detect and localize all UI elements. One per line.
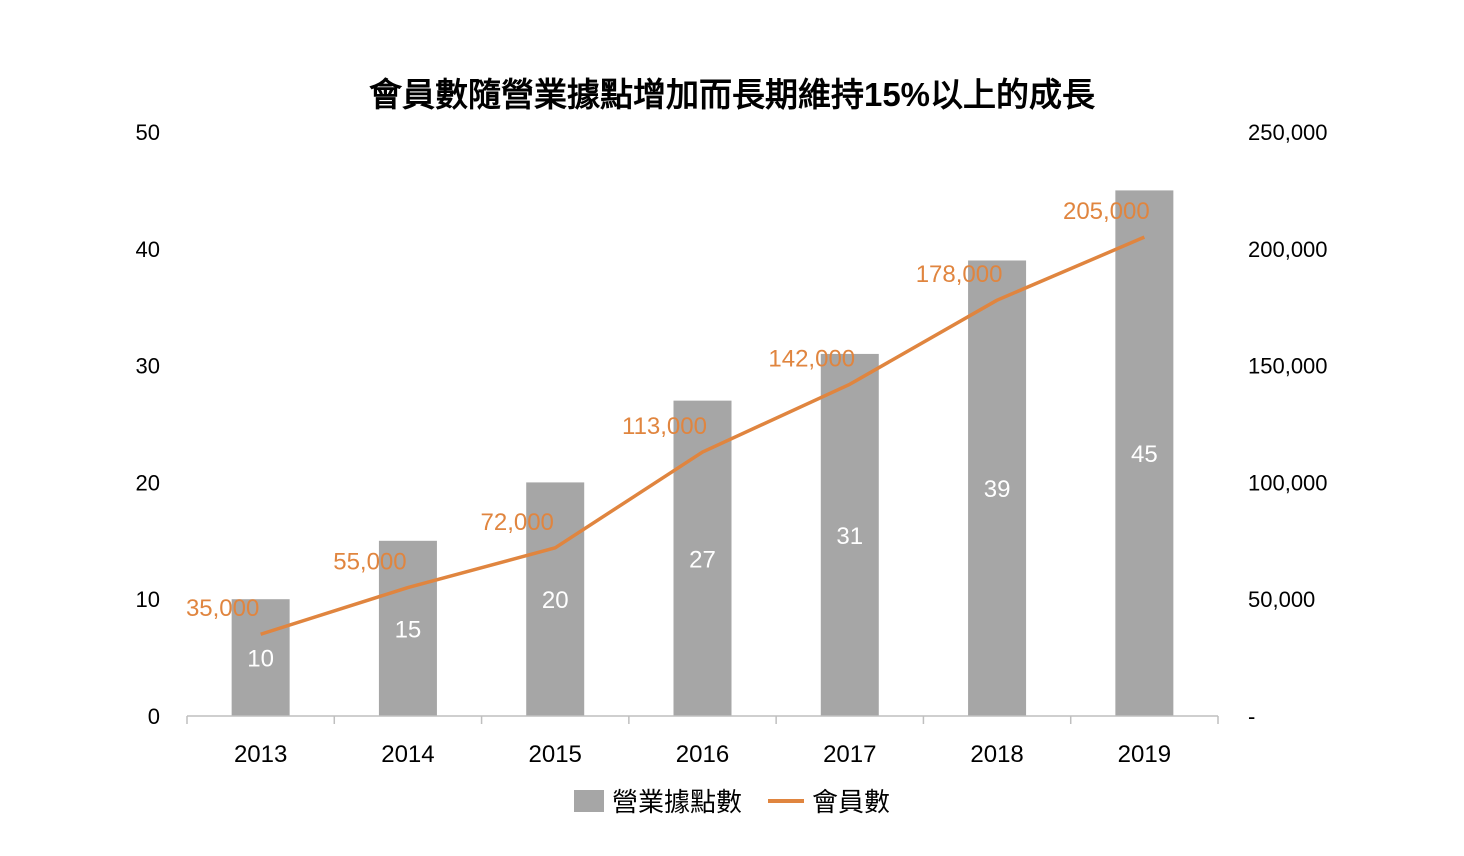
x-tick-label: 2014 bbox=[381, 741, 434, 768]
chart-title: 會員數隨營業據點增加而長期維持15%以上的成長 bbox=[368, 76, 1096, 113]
x-tick-label: 2019 bbox=[1118, 741, 1171, 768]
line-data-label: 205,000 bbox=[1063, 198, 1150, 225]
legend-label-line: 會員數 bbox=[812, 787, 891, 817]
legend-swatch-line bbox=[768, 798, 804, 803]
x-tick-label: 2013 bbox=[234, 741, 287, 768]
y-left-tick-label: 40 bbox=[136, 237, 160, 262]
bar-data-label: 10 bbox=[247, 646, 274, 673]
y-left-tick-label: 30 bbox=[136, 354, 160, 379]
line-data-label: 72,000 bbox=[481, 509, 554, 536]
bar-data-label: 45 bbox=[1131, 441, 1158, 468]
bar-data-label: 31 bbox=[836, 523, 863, 550]
x-tick-label: 2018 bbox=[970, 741, 1023, 768]
y-left-tick-label: 10 bbox=[136, 587, 160, 612]
bar-data-label: 27 bbox=[689, 546, 716, 573]
y-left-tick-label: 20 bbox=[136, 470, 160, 495]
legend-swatch-bars bbox=[573, 789, 604, 812]
bar bbox=[968, 260, 1027, 716]
x-tick-label: 2017 bbox=[823, 741, 876, 768]
bar bbox=[526, 482, 585, 716]
bar-data-label: 15 bbox=[395, 616, 422, 643]
bar bbox=[1115, 190, 1174, 716]
y-right-tick-label: 50,000 bbox=[1248, 587, 1315, 612]
line-data-label: 178,000 bbox=[916, 261, 1003, 288]
y-right-tick-label: - bbox=[1248, 704, 1255, 729]
y-right-tick-label: 100,000 bbox=[1248, 470, 1328, 495]
y-right-tick-label: 250,000 bbox=[1248, 120, 1328, 145]
bar-data-label: 20 bbox=[542, 587, 569, 614]
bar bbox=[820, 353, 879, 716]
line-data-label: 35,000 bbox=[186, 595, 259, 622]
y-right-tick-label: 200,000 bbox=[1248, 237, 1328, 262]
y-right-tick-label: 150,000 bbox=[1248, 354, 1328, 379]
legend-item-line: 會員數 bbox=[768, 782, 890, 819]
line-data-label: 142,000 bbox=[768, 345, 855, 372]
x-tick-label: 2015 bbox=[529, 741, 582, 768]
bar bbox=[378, 540, 437, 716]
legend-label-bars: 營業據點數 bbox=[611, 787, 742, 817]
legend-item-bars: 營業據點數 bbox=[573, 782, 742, 819]
line-data-label: 113,000 bbox=[622, 413, 707, 440]
x-tick-label: 2016 bbox=[676, 741, 729, 768]
y-left-tick-label: 0 bbox=[148, 704, 160, 729]
legend: 營業據點數 會員數 bbox=[0, 782, 1464, 819]
y-left-tick-label: 50 bbox=[136, 120, 160, 145]
bar-data-label: 39 bbox=[984, 476, 1011, 503]
line-data-label: 55,000 bbox=[333, 549, 406, 576]
bar bbox=[231, 599, 290, 716]
